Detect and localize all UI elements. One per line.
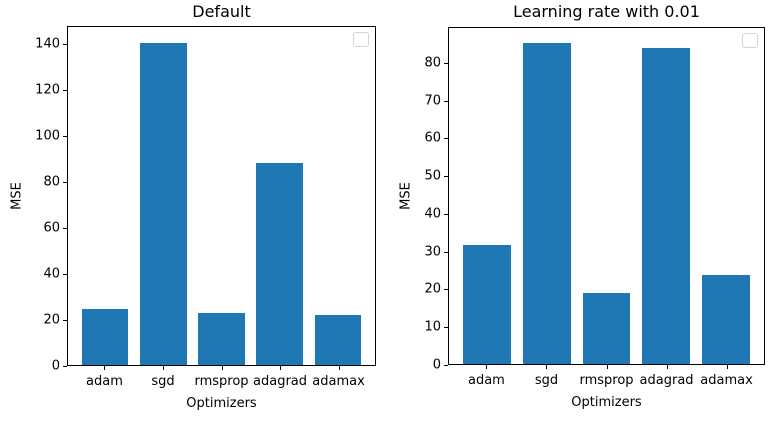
y-tick-mark [444,176,448,178]
y-tick-label-40: 40 [424,206,441,222]
y-tick-mark [444,289,448,291]
x-tick-mark [221,366,223,370]
bar-rmsprop [198,313,245,365]
chart-title: Learning rate with 0.01 [513,2,700,21]
y-tick-mark [63,181,67,183]
x-tick-mark [546,365,548,369]
y-tick-label-10: 10 [424,319,441,335]
y-tick-mark [444,251,448,253]
y-tick-label-40: 40 [43,266,60,282]
y-tick-mark [63,366,67,367]
plot-area [448,27,765,365]
y-tick-mark [444,138,448,140]
bar-rmsprop [582,292,631,364]
y-tick-mark [444,100,448,102]
y-tick-label-80: 80 [424,55,441,71]
y-tick-mark [63,227,67,229]
y-tick-mark [444,213,448,215]
bar-sgd [140,43,187,365]
y-tick-mark [444,327,448,329]
y-tick-label-0: 0 [432,357,441,373]
x-axis-label: Optimizers [571,395,642,410]
y-tick-label-20: 20 [424,281,441,297]
y-tick-label-20: 20 [43,312,60,328]
bar-adam [463,245,512,364]
x-tick-label-rmsprop: rmsprop [194,374,249,389]
y-tick-mark [63,273,67,275]
x-tick-mark [486,365,488,369]
y-tick-label-70: 70 [424,93,441,109]
x-tick-label-adamax: adamax [312,374,365,389]
x-tick-label-adamax: adamax [700,373,753,388]
y-tick-mark [444,62,448,64]
plot-area [67,26,376,366]
y-tick-label-60: 60 [424,130,441,146]
y-tick-label-0: 0 [51,358,60,374]
x-tick-mark [666,365,668,369]
x-tick-mark [338,366,340,370]
bar-adamax [314,314,362,365]
x-tick-mark [726,365,728,369]
y-tick-label-140: 140 [35,36,60,51]
y-tick-label-80: 80 [43,174,60,190]
x-tick-mark [280,366,282,370]
y-tick-mark [63,89,67,91]
bar-sgd [522,43,571,364]
x-tick-label-rmsprop: rmsprop [579,373,634,388]
legend-box [353,32,369,47]
y-tick-label-100: 100 [35,128,60,144]
x-tick-label-adam: adam [86,374,123,389]
y-axis-label: MSE [398,182,414,210]
x-tick-mark [104,366,106,370]
y-tick-mark [63,319,67,321]
bar-adamax [701,275,750,364]
x-tick-mark [162,366,164,370]
x-tick-label-sgd: sgd [151,374,175,389]
y-tick-label-50: 50 [424,168,441,184]
x-tick-label-adagrad: adagrad [253,374,308,389]
y-tick-label-120: 120 [35,82,60,98]
x-tick-label-sgd: sgd [534,373,559,388]
x-tick-mark [606,365,608,369]
bar-adagrad [256,163,303,365]
chart-title: Default [192,2,251,21]
bar-adam [81,308,129,365]
x-axis-label: Optimizers [186,396,257,411]
y-tick-mark [444,365,448,366]
x-tick-label-adagrad: adagrad [639,373,694,388]
y-tick-mark [63,43,67,45]
y-tick-label-30: 30 [424,244,441,260]
x-tick-label-adam: adam [467,373,505,388]
legend-box [742,33,758,48]
bar-adagrad [642,47,690,364]
y-tick-mark [63,135,67,137]
y-tick-label-60: 60 [43,220,60,236]
